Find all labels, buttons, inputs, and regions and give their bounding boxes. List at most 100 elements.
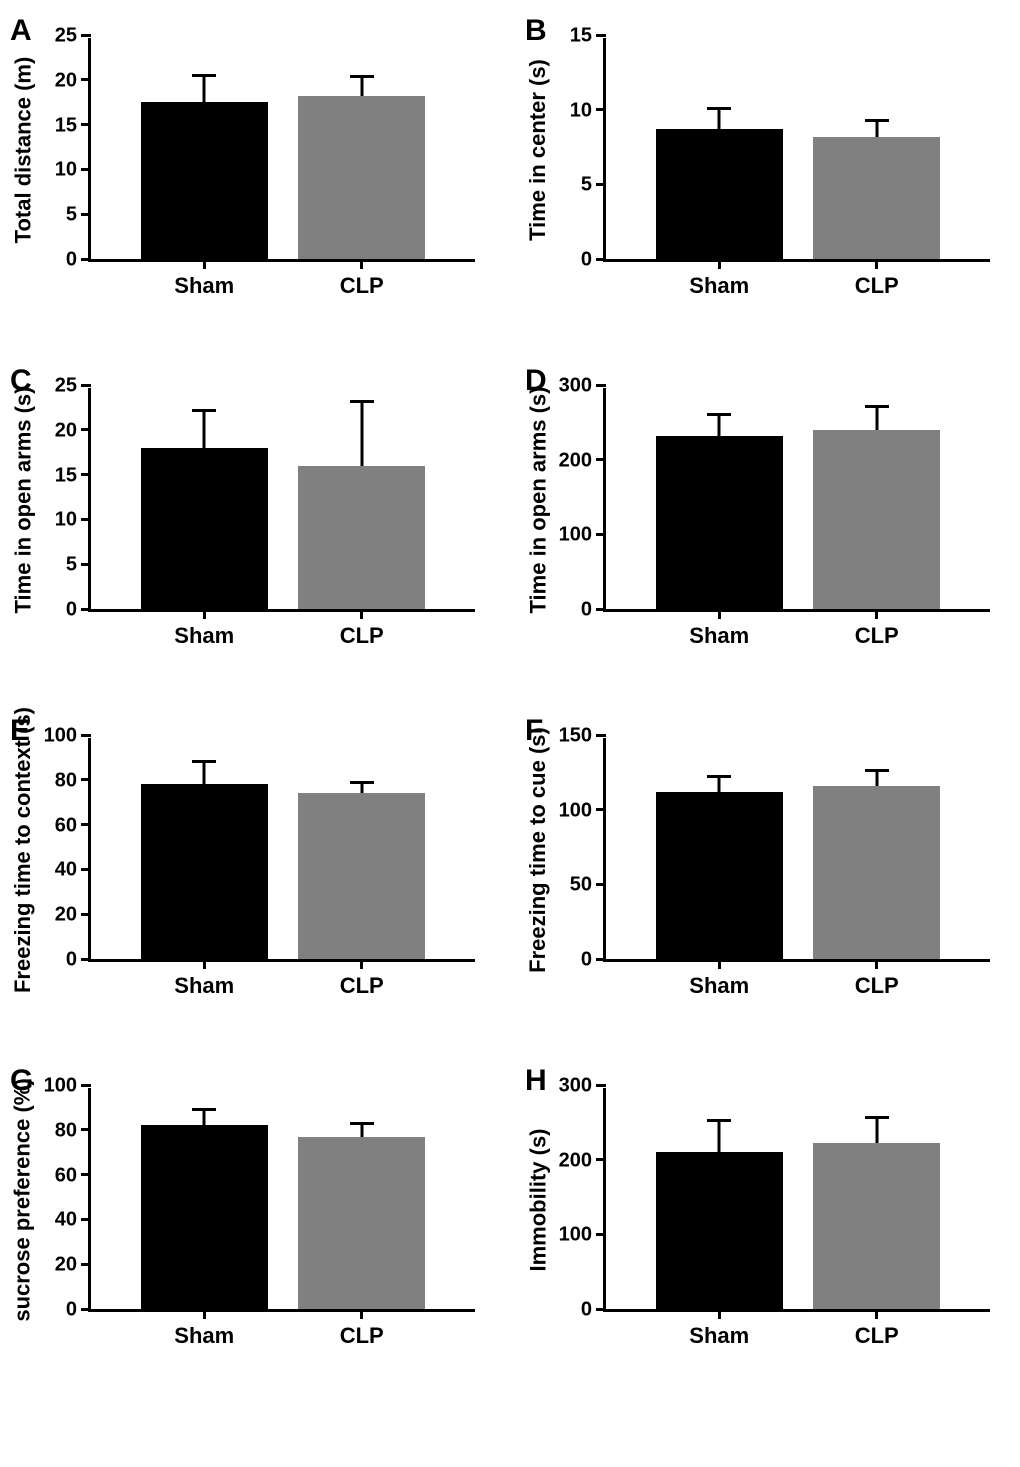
ytick-label: 60 — [55, 814, 77, 837]
xtick — [875, 959, 878, 969]
ytick — [81, 958, 91, 961]
error-cap — [192, 1108, 216, 1111]
error-cap — [192, 74, 216, 77]
error-bar — [360, 76, 363, 96]
ytick-label: 15 — [570, 25, 592, 48]
xtick — [360, 609, 363, 619]
ytick — [596, 183, 606, 186]
bar-clp — [813, 786, 940, 959]
plot-area: 0510152025ShamCLP — [88, 38, 475, 262]
error-cap — [707, 775, 731, 778]
chart-A: 0510152025ShamCLP — [88, 38, 475, 262]
ytick — [81, 1173, 91, 1176]
ytick-label: 300 — [559, 1075, 592, 1098]
error-bar — [718, 1121, 721, 1152]
bar-clp — [298, 793, 425, 959]
ytick — [81, 913, 91, 916]
ytick-label: 0 — [581, 949, 592, 972]
error-cap — [707, 107, 731, 110]
xtick-label: CLP — [855, 623, 899, 649]
xtick — [360, 959, 363, 969]
error-bar — [203, 410, 206, 448]
error-cap — [350, 781, 374, 784]
ytick-label: 5 — [66, 204, 77, 227]
error-bar — [875, 120, 878, 136]
xtick-label: CLP — [855, 973, 899, 999]
ytick-label: 20 — [55, 419, 77, 442]
ytick — [596, 258, 606, 261]
plot-area: 020406080100ShamCLP — [88, 738, 475, 962]
ytick-label: 300 — [559, 375, 592, 398]
ytick — [81, 563, 91, 566]
xtick — [203, 959, 206, 969]
yaxis-label: Freezing time to cue (s) — [525, 738, 551, 962]
xtick-label: Sham — [689, 973, 749, 999]
xtick-label: Sham — [174, 273, 234, 299]
error-cap — [707, 1119, 731, 1122]
xtick-label: CLP — [340, 623, 384, 649]
ytick-label: 0 — [581, 599, 592, 622]
ytick-label: 0 — [66, 599, 77, 622]
xtick-label: Sham — [174, 973, 234, 999]
yaxis-label: Time in open arms (s) — [10, 388, 36, 612]
panel-B: BTime in center (s)051015ShamCLP — [525, 20, 1010, 330]
bar-sham — [141, 102, 268, 259]
ytick-label: 100 — [559, 799, 592, 822]
ytick-label: 20 — [55, 904, 77, 927]
bar-sham — [141, 784, 268, 959]
ytick-label: 25 — [55, 375, 77, 398]
error-cap — [350, 400, 374, 403]
panel-A: ATotal distance (m)0510152025ShamCLP — [10, 20, 495, 330]
panel-E: EFreezing time to context (s)02040608010… — [10, 720, 495, 1030]
xtick — [718, 1309, 721, 1319]
xtick — [360, 1309, 363, 1319]
ytick-label: 200 — [559, 449, 592, 472]
ytick-label: 25 — [55, 25, 77, 48]
bar-clp — [813, 1143, 940, 1309]
ytick-label: 100 — [559, 1224, 592, 1247]
xtick — [718, 959, 721, 969]
ytick — [81, 868, 91, 871]
error-bar — [360, 1123, 363, 1136]
ytick — [81, 778, 91, 781]
xtick-label: CLP — [855, 273, 899, 299]
error-cap — [865, 119, 889, 122]
error-bar — [718, 777, 721, 792]
ytick-label: 15 — [55, 464, 77, 487]
error-cap — [192, 760, 216, 763]
xtick-label: CLP — [855, 1323, 899, 1349]
error-bar — [203, 75, 206, 102]
ytick — [81, 1128, 91, 1131]
ytick-label: 0 — [66, 1299, 77, 1322]
error-bar — [203, 762, 206, 784]
ytick — [81, 78, 91, 81]
ytick-label: 40 — [55, 1209, 77, 1232]
bar-clp — [813, 137, 940, 259]
chart-C: 0510152025ShamCLP — [88, 388, 475, 612]
xtick — [203, 259, 206, 269]
ytick — [596, 734, 606, 737]
ytick-label: 5 — [581, 174, 592, 197]
ytick — [596, 883, 606, 886]
ytick-label: 150 — [559, 725, 592, 748]
xtick — [875, 609, 878, 619]
xtick-label: Sham — [689, 1323, 749, 1349]
chart-E: 020406080100ShamCLP — [88, 738, 475, 962]
error-bar — [360, 401, 363, 466]
ytick-label: 10 — [570, 99, 592, 122]
xtick-label: Sham — [689, 623, 749, 649]
ytick — [81, 384, 91, 387]
xtick-label: Sham — [689, 273, 749, 299]
ytick — [81, 1218, 91, 1221]
bar-clp — [298, 1137, 425, 1309]
ytick — [596, 384, 606, 387]
bar-sham — [141, 448, 268, 609]
error-bar — [718, 108, 721, 129]
ytick-label: 15 — [55, 114, 77, 137]
yaxis-label: Time in open arms (s) — [525, 388, 551, 612]
plot-area: 0100200300ShamCLP — [603, 1088, 990, 1312]
ytick — [81, 518, 91, 521]
xtick — [203, 609, 206, 619]
ytick-label: 80 — [55, 1119, 77, 1142]
ytick — [596, 458, 606, 461]
